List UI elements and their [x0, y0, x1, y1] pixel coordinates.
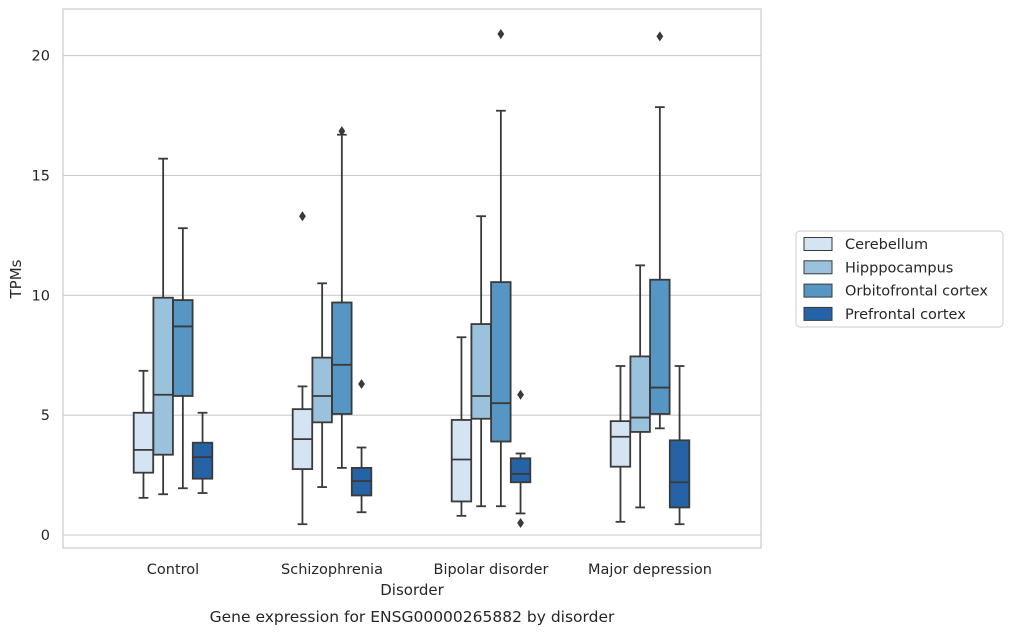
box-1-2 — [331, 126, 353, 469]
legend-label: Orbitofrontal cortex — [845, 284, 988, 300]
box-1-1 — [311, 282, 333, 488]
plot-frame — [62, 8, 762, 549]
iqr-box — [470, 323, 492, 420]
y-tick-label: 15 — [32, 168, 50, 184]
legend-label: Hipppocampus — [845, 260, 953, 276]
x-tick-label: Major depression — [588, 562, 712, 578]
box-3-2 — [649, 31, 671, 430]
iqr-box — [649, 278, 671, 415]
iqr-box — [509, 457, 532, 484]
y-tick-label: 10 — [32, 288, 50, 304]
y-tick-label: 20 — [32, 49, 50, 65]
outlier-point — [299, 211, 306, 222]
legend-frame — [795, 230, 1004, 328]
legend-swatch — [803, 237, 833, 251]
box-3-3 — [668, 365, 691, 526]
iqr-box — [191, 441, 214, 480]
legend-label: Cerebellum — [845, 237, 928, 253]
y-axis-label: TPMs — [7, 259, 25, 299]
legend-item: Prefrontal cortex — [803, 306, 966, 323]
legend-swatch — [803, 260, 833, 275]
outlier-point — [338, 126, 346, 137]
box-0-0 — [132, 369, 155, 499]
iqr-box — [668, 439, 691, 509]
box-1-3 — [350, 378, 373, 514]
legend-item: Orbitofrontal cortex — [803, 283, 988, 300]
legend-swatch — [803, 306, 833, 321]
y-tick-label: 0 — [41, 528, 50, 544]
y-tick-label: 5 — [41, 408, 50, 424]
iqr-box — [490, 281, 512, 443]
legend-item: Cerebellum — [803, 237, 928, 253]
chart-caption: Gene expression for ENSG00000265882 by d… — [210, 608, 615, 626]
box-2-2 — [490, 29, 512, 508]
box-2-3 — [509, 389, 532, 529]
box-3-0 — [609, 365, 632, 523]
box-2-0 — [450, 336, 473, 517]
box-0-1 — [152, 157, 174, 496]
outlier-point — [497, 29, 505, 40]
box-0-2 — [172, 227, 194, 490]
gridlines — [63, 55, 761, 536]
legend-label: Prefrontal cortex — [845, 307, 966, 323]
x-tick-label: Control — [147, 562, 199, 578]
outlier-point — [358, 378, 365, 389]
iqr-box — [331, 301, 353, 415]
x-tick-labels: Control Schizophrenia Bipolar disorder Majo… — [147, 562, 712, 578]
iqr-box — [450, 419, 473, 503]
box-0-3 — [191, 411, 214, 494]
y-tick-labels: 0 5 10 15 20 — [32, 49, 50, 544]
iqr-box — [609, 420, 632, 468]
outlier-point — [517, 389, 524, 400]
box-groups — [132, 29, 691, 529]
legend-swatch — [803, 283, 833, 298]
outlier-point — [656, 31, 664, 42]
legend-items: Cerebellum Hipppocampus Orbitofrontal cort… — [803, 237, 988, 323]
iqr-box — [132, 411, 155, 474]
legend-item: Hipppocampus — [803, 260, 953, 276]
iqr-box — [311, 356, 333, 424]
iqr-box — [152, 296, 174, 456]
box-2-1 — [470, 215, 492, 508]
outlier-point — [517, 518, 524, 529]
x-tick-label: Schizophrenia — [281, 562, 383, 578]
x-tick-label: Bipolar disorder — [434, 562, 549, 578]
iqr-box — [629, 355, 651, 433]
x-axis-label: Disorder — [380, 581, 444, 599]
box-1-0 — [291, 211, 314, 526]
legend: Cerebellum Hipppocampus Orbitofrontal cort… — [795, 230, 1004, 328]
iqr-box — [172, 299, 194, 397]
